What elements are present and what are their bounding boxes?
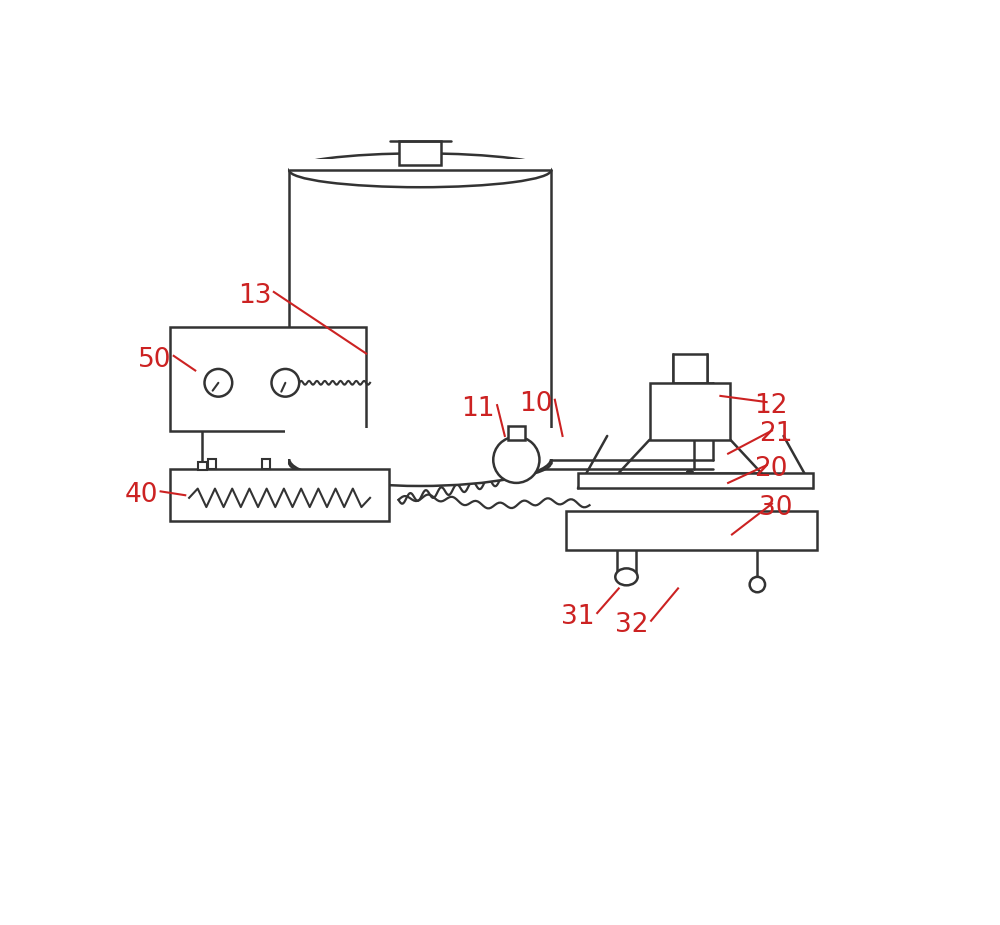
- Bar: [578, 473, 813, 488]
- Bar: [673, 353, 707, 383]
- Text: 20: 20: [754, 456, 787, 482]
- Bar: [650, 383, 730, 439]
- Bar: [170, 469, 389, 522]
- Text: 11: 11: [461, 396, 495, 422]
- Ellipse shape: [615, 568, 638, 586]
- Circle shape: [750, 577, 765, 592]
- Bar: [170, 327, 366, 430]
- Bar: [198, 462, 207, 470]
- Text: 21: 21: [759, 422, 793, 448]
- Ellipse shape: [289, 154, 551, 187]
- Circle shape: [205, 369, 232, 397]
- Bar: [399, 141, 441, 166]
- Text: 31: 31: [561, 604, 595, 630]
- Text: 12: 12: [754, 393, 787, 419]
- Text: 10: 10: [519, 390, 552, 416]
- Bar: [566, 512, 817, 549]
- Ellipse shape: [289, 432, 551, 486]
- Text: 50: 50: [138, 347, 171, 373]
- Bar: [285, 428, 555, 459]
- Text: 32: 32: [615, 611, 649, 637]
- Text: 30: 30: [759, 495, 793, 521]
- Text: 40: 40: [125, 482, 158, 508]
- Text: 13: 13: [238, 283, 271, 309]
- Ellipse shape: [289, 441, 551, 485]
- Circle shape: [271, 369, 299, 397]
- Bar: [262, 459, 270, 469]
- Bar: [508, 426, 525, 439]
- Bar: [208, 459, 216, 469]
- Circle shape: [493, 437, 539, 483]
- Bar: [289, 159, 551, 170]
